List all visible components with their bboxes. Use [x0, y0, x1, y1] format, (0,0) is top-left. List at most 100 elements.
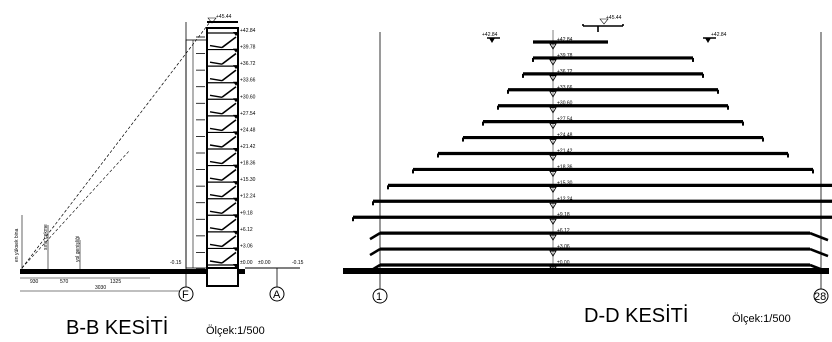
dd-level-label: ±0.00 — [557, 260, 570, 266]
bb-level-label: +42.84 — [240, 28, 256, 34]
bb-stair-flight — [221, 119, 237, 132]
bb-scale: Ölçek:1/500 — [206, 325, 265, 337]
bb-stair-landing — [209, 44, 223, 49]
bb-stair-flight — [221, 235, 237, 248]
dd-axis-1-label: 1 — [376, 291, 382, 303]
bb-dim-total: 3030 — [95, 285, 106, 291]
bb-level-label: +18.36 — [240, 161, 256, 167]
bb-stair-landing — [209, 160, 223, 165]
dd-title: D-D KESİTİ — [584, 304, 688, 327]
bb-level-label: +9.18 — [240, 210, 253, 216]
bb-level-marker — [233, 148, 239, 152]
bb-level-label: +39.78 — [240, 45, 256, 51]
dd-scale: Ölçek:1/500 — [732, 313, 791, 325]
bb-note-road: yol genişliği — [75, 236, 81, 262]
bb-stair-landing — [209, 127, 223, 132]
bb-level-marker — [233, 65, 239, 70]
bb-stair-flight — [221, 202, 237, 214]
bb-stair-flight — [221, 86, 237, 98]
dd-level-marker — [549, 234, 557, 241]
bb-stair-landing — [209, 227, 223, 231]
bb-level-marker — [233, 264, 239, 268]
bb-stair-landing — [209, 243, 223, 248]
dd-level-marker — [549, 75, 557, 82]
dd-level-marker — [549, 139, 557, 146]
bb-stair-flight — [221, 168, 237, 181]
dd-level-marker — [549, 186, 557, 194]
bb-level-label: +33.66 — [240, 78, 256, 84]
bb-stair-flight — [221, 251, 237, 264]
dd-level-marker — [549, 266, 557, 273]
dd-roof-left-marker — [489, 38, 495, 43]
bb-angle-line — [21, 21, 211, 269]
bb-title: B-B KESİTİ — [66, 316, 168, 339]
dd-level-label: +12.24 — [557, 196, 573, 202]
bb-top-level: +45.44 — [216, 14, 232, 20]
bb-level-marker — [233, 32, 239, 36]
dd-level-label: +30.60 — [557, 101, 573, 107]
bb-stair-flight — [221, 52, 237, 65]
dd-roof-right-level: +42.84 — [711, 32, 727, 38]
bb-level-marker — [233, 181, 239, 186]
bb-level-marker — [233, 98, 239, 103]
bb-axis-a-bubble — [269, 286, 285, 302]
bb-note-building: en yüksek bina — [14, 228, 20, 262]
dd-level-marker — [549, 171, 557, 178]
bb-level-marker — [233, 48, 239, 53]
dd-level-marker — [549, 218, 557, 225]
bb-stair-landing — [209, 210, 223, 214]
bb-level-label: +6.12 — [240, 227, 253, 233]
dd-level-label: +3.06 — [557, 244, 570, 250]
bb-axis-f-bubble — [178, 286, 194, 302]
bb-level-label: ±0.00 — [240, 260, 253, 266]
bb-axis-a-label: A — [273, 289, 281, 301]
bb-dim-2: 570 — [60, 279, 69, 285]
bb-level-marker — [233, 230, 239, 235]
bb-foundation — [206, 267, 239, 287]
dd-roof-right-marker — [705, 38, 711, 43]
bb-level-label: +30.60 — [240, 94, 256, 100]
bb-level-marker — [233, 131, 239, 136]
dd-level-label: +33.66 — [557, 85, 573, 91]
bb-level-marker — [233, 197, 239, 202]
dd-level-marker — [549, 250, 557, 257]
dd-level-label: +6.12 — [557, 228, 570, 234]
dd-level-marker — [549, 91, 557, 98]
bb-stair-flight — [221, 218, 237, 231]
bb-level-label: +12.24 — [240, 194, 256, 200]
dd-axis-1-bubble — [372, 288, 388, 304]
dd-level-label: +24.48 — [557, 133, 573, 139]
dd-slab-slope — [369, 231, 829, 242]
dd-level-label: +15.30 — [557, 180, 573, 186]
dd-level-marker — [549, 202, 557, 210]
dd-level-label: +21.42 — [557, 149, 573, 155]
bb-stair-flight — [221, 69, 237, 82]
bb-ground-band — [20, 269, 245, 274]
dd-level-marker — [549, 107, 557, 114]
bb-level-marker — [233, 114, 239, 119]
dd-level-label: +36.72 — [557, 69, 573, 75]
dd-axis-28-label: 28 — [814, 291, 826, 303]
dd-roof-cap — [582, 24, 624, 32]
dd-level-label: +39.78 — [557, 53, 573, 59]
bb-stair-landing — [209, 111, 223, 115]
bb-stair-landing — [209, 144, 223, 148]
bb-level-label: +36.72 — [240, 61, 256, 67]
dd-level-marker — [549, 123, 557, 130]
dd-slabs: +42.84 +39.78 +36.72 +33.66 +30.60 +27.54 +24.… — [352, 37, 832, 274]
bb-stair-landing — [209, 78, 223, 82]
bb-stair-landing — [209, 260, 223, 264]
dd-slab-slope — [369, 247, 829, 258]
dd-axis-28-bubble — [813, 288, 829, 304]
bb-level-label: +3.06 — [240, 243, 253, 249]
bb-stair-flight — [221, 185, 237, 198]
bb-level-marker — [233, 81, 239, 86]
bb-stair-landing — [209, 194, 223, 198]
dd-roof-left-level: +42.84 — [482, 32, 498, 38]
bb-stair-landing — [209, 177, 223, 181]
bb-level-label: +15.30 — [240, 177, 256, 183]
dd-slab-slope — [369, 263, 829, 274]
bb-ground-left-level: -0.15 — [170, 260, 182, 266]
bb-floors: +42.84 +39.78 +36.72 +33.66 +30.60 +27.54 +24.… — [196, 28, 256, 270]
bb-section: en yüksek bina sınır çekme yol genişliği… — [14, 14, 304, 339]
